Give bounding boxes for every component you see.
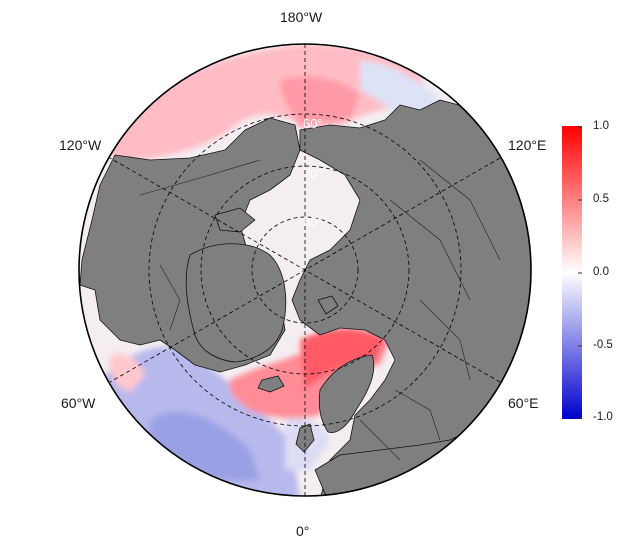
latitude-circle-60 (148, 113, 462, 427)
colorbar-tick-marks (578, 126, 582, 419)
country-borders (139, 159, 501, 461)
latitude-label-80: 80° (303, 214, 323, 229)
eurasia-landmass (291, 99, 531, 496)
arctic-islands (214, 207, 256, 233)
lon-label-top: 180°W (280, 9, 323, 25)
latitude-circle-80 (251, 216, 359, 324)
latitude-label-70: 70° (303, 166, 323, 181)
ocean-anomaly-layer (99, 44, 440, 496)
colorbar-tick-label: 1.0 (593, 120, 609, 132)
lon-label-upper-left: 120°W (59, 137, 102, 153)
lon-label-upper-right: 120°E (508, 137, 547, 153)
land-layer (79, 99, 531, 496)
map-border (78, 43, 532, 497)
latitude-label-60: 60° (303, 116, 323, 131)
barents-strong-warm-anomaly (300, 328, 385, 390)
pacific-warm-anomaly (105, 44, 430, 160)
svalbard (317, 295, 339, 315)
colorbar-tick-label: 0.0 (593, 266, 609, 278)
labrador-warm-anomaly (109, 353, 145, 392)
colorbar-tick-label: -1.0 (593, 411, 613, 423)
scandinavia (318, 354, 375, 433)
lon-label-bottom: 0° (296, 523, 310, 539)
iceland (257, 375, 285, 393)
lon-label-lower-left: 60°W (61, 395, 96, 411)
colorbar-tick-label: -0.5 (593, 339, 613, 351)
colorbar-gradient (562, 126, 582, 419)
graticule (109, 44, 501, 496)
greenland (185, 243, 287, 363)
meridian-120 (109, 157, 501, 383)
pacific-strong-warm-anomaly (280, 76, 360, 128)
colorbar-tick-label: 0.5 (593, 193, 609, 205)
lon-label-lower-right: 60°E (508, 395, 539, 411)
